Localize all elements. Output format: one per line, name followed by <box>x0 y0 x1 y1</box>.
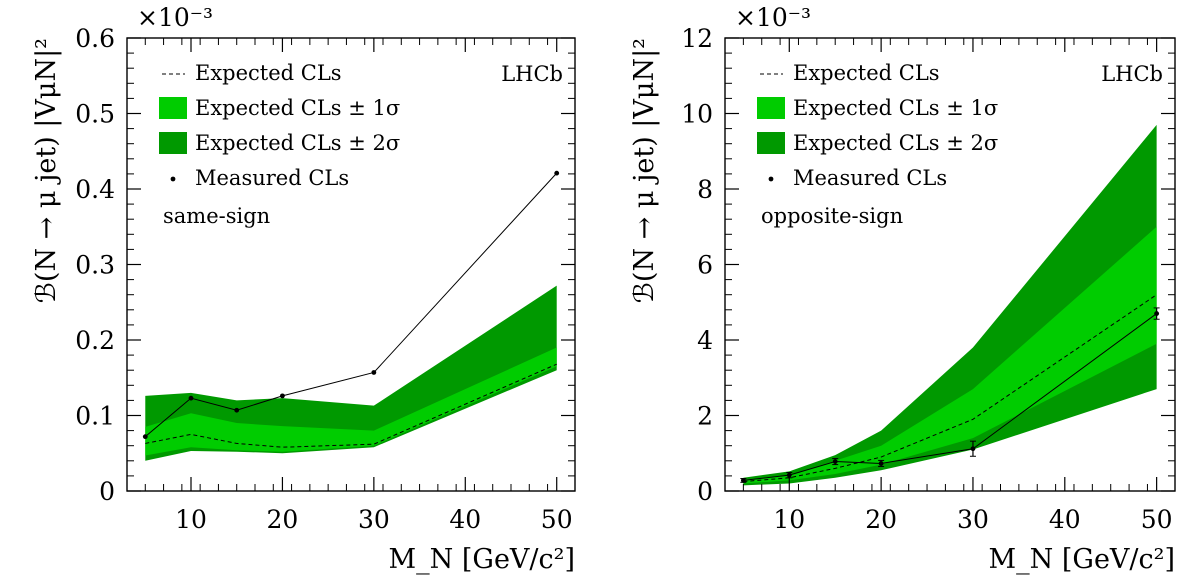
x-tick-label: 50 <box>541 505 573 534</box>
legend-2sigma-swatch <box>159 132 187 154</box>
y-tick-label: 0 <box>697 477 713 506</box>
legend-1sigma-swatch <box>757 97 785 119</box>
y-tick-label: 0.2 <box>75 326 115 355</box>
expected-line <box>145 363 557 448</box>
y-tick-label: 0.5 <box>75 100 115 129</box>
measured-point <box>280 393 285 399</box>
legend-expected-label: Expected CLs <box>195 61 342 85</box>
measured-point <box>740 478 746 483</box>
x-axis-title: M_N [GeV/c²] <box>988 544 1175 575</box>
legend-1sigma-label: Expected CLs ± 1σ <box>793 96 998 120</box>
band-2sigma <box>145 285 557 461</box>
x-axis-title: M_N [GeV/c²] <box>388 544 575 575</box>
legend-expected-label: Expected CLs <box>793 61 940 85</box>
y-tick-label: 0.4 <box>75 175 115 204</box>
y-tick-label: 10 <box>681 100 713 129</box>
measured-point <box>970 446 976 452</box>
experiment-label: LHCb <box>501 62 563 86</box>
panel-annotation: same-sign <box>163 204 270 228</box>
measured-point <box>1154 311 1160 316</box>
x-tick-label: 50 <box>1141 505 1173 534</box>
x-tick-label: 10 <box>175 505 207 534</box>
x-tick-label: 40 <box>449 505 481 534</box>
y-axis-title: ℬ(N → μ jet) |VμN|² <box>31 38 62 303</box>
measured-point <box>878 461 884 466</box>
x-tick-label: 20 <box>865 505 897 534</box>
x-tick-label: 30 <box>957 505 989 534</box>
legend-measured-swatch <box>768 176 774 182</box>
x-tick-label: 10 <box>773 505 805 534</box>
opposite-sign-panel: 0 2 4 6 8 10 12 10 20 30 40 50 ×10⁻³ M_N [GeV/c²] ℬ(N … <box>629 3 1176 575</box>
measured-point <box>142 434 148 440</box>
y-tick-label: 0.6 <box>75 24 115 53</box>
y-tick-label: 6 <box>697 251 713 280</box>
legend-2sigma-swatch <box>757 132 785 154</box>
measured-point <box>554 170 560 176</box>
y-tick-label: 0.1 <box>75 402 115 431</box>
measured-point <box>371 370 377 375</box>
y-tick-label: 12 <box>681 24 713 53</box>
y-tick-label: 4 <box>697 326 713 355</box>
y-scale-label: ×10⁻³ <box>137 3 213 32</box>
y-axis-title: ℬ(N → μ jet) |VμN|² <box>629 38 660 303</box>
measured-line <box>743 313 1157 481</box>
x-tick-label: 30 <box>358 505 390 534</box>
x-tick-label: 20 <box>267 505 299 534</box>
measured-point <box>786 472 792 478</box>
y-scale-label: ×10⁻³ <box>735 3 811 32</box>
expected-line <box>743 294 1157 483</box>
legend-measured-label: Measured CLs <box>793 166 947 190</box>
legend-1sigma-label: Expected CLs ± 1σ <box>195 96 400 120</box>
measured-point <box>234 407 240 413</box>
y-tick-label: 2 <box>697 402 713 431</box>
measured-line <box>144 172 558 438</box>
measured-point <box>832 459 838 464</box>
legend-measured-label: Measured CLs <box>195 166 349 190</box>
measured-point <box>188 395 194 401</box>
y-tick-label: 0.3 <box>75 251 115 280</box>
legend-2sigma-label: Expected CLs ± 2σ <box>793 131 998 155</box>
legend-2sigma-label: Expected CLs ± 2σ <box>195 131 400 155</box>
band-1sigma <box>743 226 1157 484</box>
panel-annotation: opposite-sign <box>761 204 903 228</box>
same-sign-panel: 0 0.1 0.2 0.3 0.4 0.5 0.6 10 20 30 40 50 ×10⁻³ M_N [G… <box>31 3 576 575</box>
experiment-label: LHCb <box>1101 62 1163 86</box>
legend-measured-swatch <box>170 176 176 182</box>
band-1sigma <box>145 347 557 456</box>
y-tick-label: 8 <box>697 175 713 204</box>
legend-1sigma-swatch <box>159 97 187 119</box>
y-tick-label: 0 <box>99 477 115 506</box>
x-tick-label: 40 <box>1049 505 1081 534</box>
